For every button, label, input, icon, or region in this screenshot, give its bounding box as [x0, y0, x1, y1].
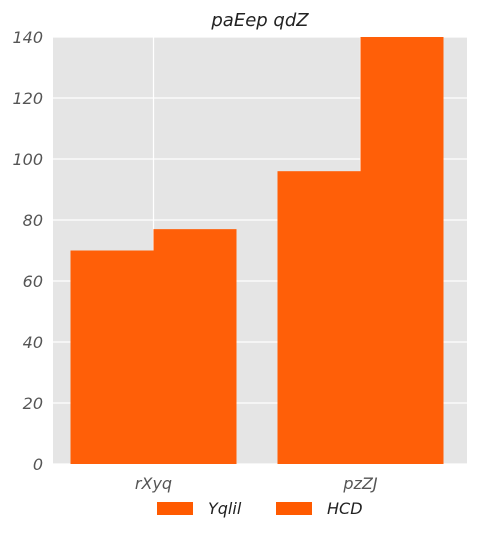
legend-label: HCD: [327, 499, 363, 518]
y-tick-label: 60: [23, 272, 43, 291]
y-axis-ticks: 0 20 40 60 80 100 120 140: [12, 28, 43, 474]
y-tick-label: 120: [12, 89, 43, 108]
y-tick-label: 0: [33, 455, 43, 474]
legend: Yqlil HCD: [157, 499, 363, 518]
y-tick-label: 20: [23, 394, 43, 413]
bar-HCD-rXyq: [153, 229, 237, 464]
legend-swatch-Yqlil: [157, 502, 193, 515]
bar-HCD-pzZJ: [360, 37, 444, 464]
y-tick-label: 40: [23, 333, 43, 352]
chart-title: paEep qdZ: [210, 10, 309, 31]
y-tick-label: 80: [23, 211, 43, 230]
y-tick-label: 100: [12, 150, 43, 169]
bars: [70, 37, 444, 464]
bar-Yqlil-pzZJ: [277, 171, 361, 464]
legend-label: Yqlil: [208, 499, 242, 518]
x-tick-label: rXyq: [135, 474, 172, 493]
y-tick-label: 140: [12, 28, 43, 47]
x-tick-label: pzZJ: [342, 474, 378, 493]
x-axis-ticks: rXyq pzZJ: [135, 474, 378, 493]
bar-Yqlil-rXyq: [70, 250, 154, 464]
legend-swatch-HCD: [276, 502, 312, 515]
